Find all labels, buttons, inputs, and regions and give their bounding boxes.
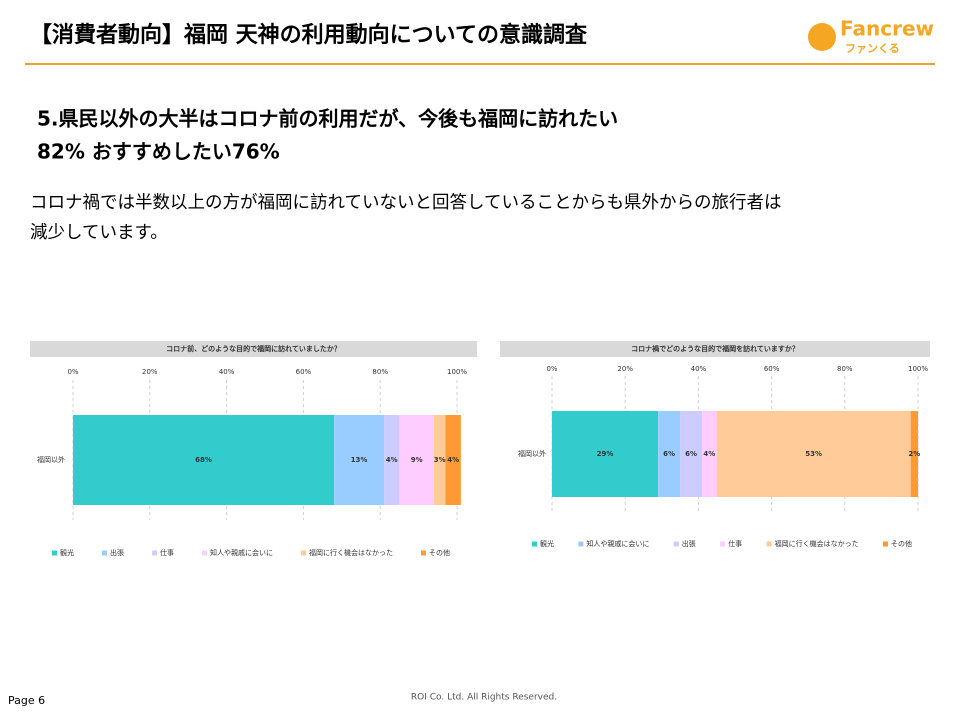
legend-swatch: [202, 550, 207, 556]
body-text: 減少しています。: [30, 223, 168, 243]
legend-swatch: [421, 550, 426, 556]
chart-header: [500, 341, 930, 357]
value-label: 13%: [351, 456, 368, 464]
logo-sub: ファンくる: [845, 42, 900, 55]
value-label: 68%: [195, 456, 212, 464]
x-tick-label: 40%: [691, 365, 707, 373]
legend-label: 仕事: [160, 548, 174, 557]
bar-segment: [680, 411, 703, 497]
value-label: 29%: [597, 450, 614, 458]
headline: 5.県民以外の大半はコロナ前の利用だが、今後も福岡に訪れたい: [37, 107, 618, 131]
legend-label: 福岡に行く機会はなかった: [775, 539, 859, 548]
bar-segment: [702, 411, 717, 497]
x-tick-label: 60%: [296, 368, 312, 376]
x-tick-label: 60%: [764, 365, 780, 373]
legend-label: 出張: [682, 539, 696, 548]
value-label: 2%: [908, 450, 920, 458]
bar-segment: [716, 411, 911, 497]
chart-title: コロナ前、どのような目的で福岡に訪れていましたか？: [166, 344, 341, 353]
legend-label: 福岡に行く機会はなかった: [309, 548, 393, 557]
x-tick-label: 20%: [617, 365, 633, 373]
x-tick-label: 40%: [219, 368, 235, 376]
bar-segment: [445, 415, 461, 505]
legend-label: 仕事: [728, 539, 742, 548]
category-label: 福岡以外: [37, 455, 65, 464]
x-tick-label: 100%: [908, 365, 928, 373]
value-label: 6%: [663, 450, 675, 458]
value-label: 9%: [411, 456, 423, 464]
legend-swatch: [532, 541, 537, 547]
legend-label: 知人や親戚に会いに: [210, 548, 273, 557]
headline: 82% おすすめしたい76%: [37, 140, 280, 164]
legend-swatch: [673, 541, 679, 547]
x-tick-label: 0%: [67, 368, 78, 376]
legend-swatch: [578, 541, 584, 547]
x-tick-label: 80%: [372, 368, 388, 376]
bar-segment: [399, 415, 434, 505]
bar-segment: [334, 415, 385, 505]
bar-segment: [552, 411, 659, 497]
legend-label: 知人や親戚に会いに: [586, 539, 649, 548]
logo: Fancrew: [840, 17, 934, 41]
legend-swatch: [301, 550, 306, 556]
category-label: 福岡以外: [518, 449, 546, 458]
page-number: Page 6: [8, 694, 45, 707]
legend-swatch: [152, 550, 157, 556]
legend-label: その他: [891, 539, 912, 548]
logo-icon: [808, 23, 836, 51]
value-label: 3%: [434, 456, 446, 464]
x-tick-label: 20%: [142, 368, 158, 376]
legend-label: 観光: [60, 548, 74, 557]
legend-label: 観光: [540, 539, 554, 548]
x-tick-label: 80%: [837, 365, 853, 373]
legend-label: その他: [429, 548, 450, 557]
value-label: 4%: [386, 456, 398, 464]
bar-segment: [384, 415, 400, 505]
slide-title: 【消費者動向】福岡 天神の利用動向についての意識調査: [30, 22, 588, 48]
copyright: ROI Co. Ltd. All Rights Reserved.: [411, 693, 557, 703]
value-label: 4%: [703, 450, 715, 458]
x-tick-label: 100%: [447, 368, 467, 376]
bar-segment: [73, 415, 335, 505]
body-text: コロナ禍では半数以上の方が福岡に訪れていないと回答していることからも県外からの旅…: [30, 193, 781, 213]
bar-segment: [658, 411, 681, 497]
value-label: 4%: [447, 456, 459, 464]
bar-segment: [433, 415, 446, 505]
legend-swatch: [102, 550, 107, 556]
value-label: 53%: [805, 450, 822, 458]
x-tick-label: 0%: [546, 365, 557, 373]
legend-label: 出張: [110, 548, 124, 557]
value-label: 6%: [685, 450, 697, 458]
bar-segment: [910, 411, 918, 497]
legend-swatch: [766, 541, 772, 547]
legend-swatch: [720, 541, 726, 547]
legend-swatch: [883, 541, 888, 547]
chart-header: [30, 341, 477, 357]
chart-title: コロナ禍でどのような目的で福岡を訪れていますか？: [631, 344, 799, 353]
legend-swatch: [52, 550, 57, 556]
